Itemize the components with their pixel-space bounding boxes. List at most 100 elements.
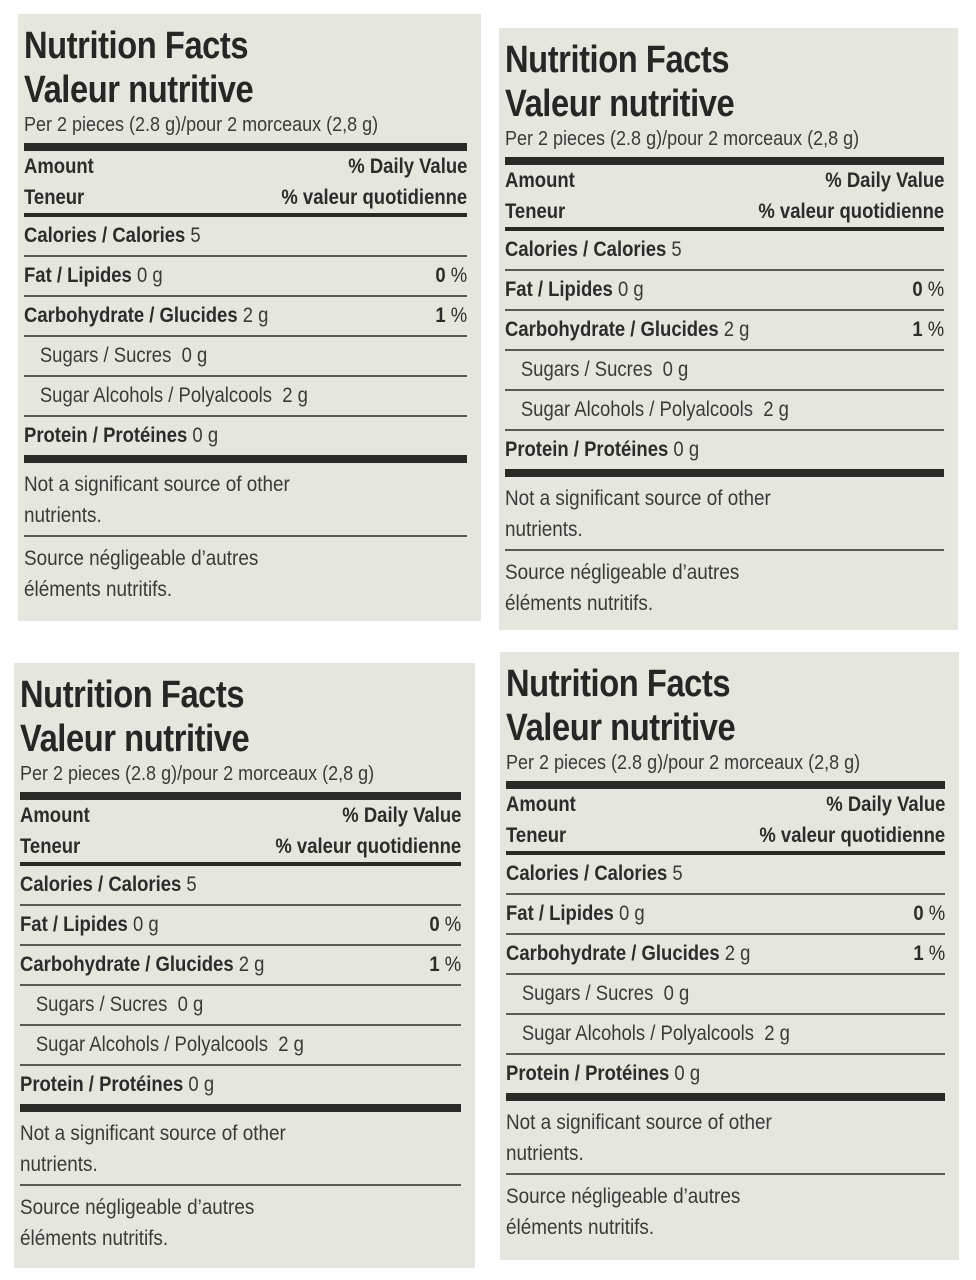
valeur-quotidienne-label: % valeur quotidienne bbox=[275, 835, 461, 858]
note-french-line-2: éléments nutritifs. bbox=[506, 1216, 655, 1239]
divider-thin bbox=[24, 535, 467, 537]
note-french: Source négligeable d’autres éléments nut… bbox=[505, 551, 944, 623]
valeur-quotidienne-label: % valeur quotidienne bbox=[758, 200, 944, 223]
fat-label: Fat / Lipides bbox=[505, 278, 613, 301]
sugars-row: Sugars / Sucres 0 g bbox=[20, 986, 461, 1024]
carbohydrate-value: 2 g bbox=[724, 942, 751, 965]
divider-thick bbox=[505, 157, 944, 165]
fat-value: 0 g bbox=[132, 913, 159, 936]
divider-thick bbox=[20, 1104, 461, 1112]
fat-percent: 0 bbox=[913, 902, 924, 925]
sugar-alcohols-row: Sugar Alcohols / Polyalcools 2 g bbox=[24, 377, 467, 415]
sugar-alcohols-value: 2 g bbox=[282, 384, 308, 407]
serving-size: Per 2 pieces (2.8 g)/pour 2 morceaux (2,… bbox=[20, 763, 375, 785]
fat-percent: 0 bbox=[429, 913, 440, 936]
valeur-quotidienne-label: % valeur quotidienne bbox=[759, 824, 945, 847]
title-english: Nutrition Facts bbox=[24, 25, 249, 67]
sugar-alcohols-row: Sugar Alcohols / Polyalcools 2 g bbox=[505, 391, 944, 429]
calories-value: 5 bbox=[671, 238, 682, 261]
sugars-row: Sugars / Sucres 0 g bbox=[505, 351, 944, 389]
daily-value-label: % Daily Value bbox=[824, 169, 944, 192]
carbohydrate-label: Carbohydrate / Glucides bbox=[505, 318, 719, 341]
divider-thin bbox=[505, 349, 944, 351]
divider-thin bbox=[506, 1173, 945, 1175]
title-english: Nutrition Facts bbox=[506, 663, 731, 705]
note-english-line-2: nutrients. bbox=[506, 1142, 584, 1165]
note-french-line-2: éléments nutritifs. bbox=[24, 578, 173, 601]
divider-thin bbox=[20, 944, 461, 946]
calories-label: Calories / Calories bbox=[506, 862, 668, 885]
teneur-label: Teneur bbox=[506, 824, 567, 847]
note-english: Not a significant source of other nutrie… bbox=[506, 1101, 945, 1173]
sugars-row: Sugars / Sucres 0 g bbox=[506, 975, 945, 1013]
nutrition-facts-panel-bottom-left: Nutrition Facts Valeur nutritive Per 2 p… bbox=[14, 663, 475, 1268]
sugars-label: Sugars / Sucres bbox=[521, 982, 654, 1005]
fat-row: Fat / Lipides 0 g 0 % bbox=[505, 271, 944, 309]
divider-thin bbox=[24, 335, 467, 337]
divider-thin bbox=[506, 973, 945, 975]
nutrition-facts-panel-top-left: Nutrition Facts Valeur nutritive Per 2 p… bbox=[18, 14, 481, 621]
carbohydrate-percent: 1 bbox=[912, 318, 923, 341]
title-english: Nutrition Facts bbox=[20, 674, 245, 716]
note-english-line-1: Not a significant source of other bbox=[506, 1111, 772, 1134]
percent-sign: % bbox=[928, 942, 945, 965]
percent-sign: % bbox=[927, 278, 944, 301]
divider-thick bbox=[506, 781, 945, 789]
header-row-french: Teneur % valeur quotidienne bbox=[20, 831, 461, 862]
calories-value: 5 bbox=[672, 862, 683, 885]
divider-thin bbox=[20, 1024, 461, 1026]
header-row-english: Amount % Daily Value bbox=[20, 800, 461, 831]
percent-sign: % bbox=[444, 913, 461, 936]
header-row-french: Teneur % valeur quotidienne bbox=[506, 820, 945, 851]
serving-size: Per 2 pieces (2.8 g)/pour 2 morceaux (2,… bbox=[505, 128, 860, 150]
note-english: Not a significant source of other nutrie… bbox=[24, 463, 467, 535]
percent-sign: % bbox=[444, 953, 461, 976]
title-french: Valeur nutritive bbox=[506, 707, 736, 749]
divider-thin bbox=[506, 933, 945, 935]
fat-percent: 0 bbox=[435, 264, 446, 287]
sugars-row: Sugars / Sucres 0 g bbox=[24, 337, 467, 375]
protein-value: 0 g bbox=[192, 424, 219, 447]
fat-row: Fat / Lipides 0 g 0 % bbox=[20, 906, 461, 944]
note-english-line-2: nutrients. bbox=[24, 504, 102, 527]
fat-value: 0 g bbox=[136, 264, 163, 287]
note-english: Not a significant source of other nutrie… bbox=[20, 1112, 461, 1184]
carbohydrate-percent: 1 bbox=[429, 953, 440, 976]
carbohydrate-value: 2 g bbox=[238, 953, 265, 976]
title-french: Valeur nutritive bbox=[24, 69, 254, 111]
carbohydrate-row: Carbohydrate / Glucides 2 g 1 % bbox=[506, 935, 945, 973]
protein-row: Protein / Protéines 0 g bbox=[20, 1066, 461, 1104]
divider-thin bbox=[24, 295, 467, 297]
header-row-english: Amount % Daily Value bbox=[506, 789, 945, 820]
serving-size: Per 2 pieces (2.8 g)/pour 2 morceaux (2,… bbox=[24, 114, 379, 136]
divider-thick bbox=[24, 455, 467, 463]
divider-thin bbox=[505, 309, 944, 311]
daily-value-label: % Daily Value bbox=[825, 793, 945, 816]
protein-label: Protein / Protéines bbox=[506, 1062, 670, 1085]
protein-label: Protein / Protéines bbox=[24, 424, 188, 447]
sugars-label: Sugars / Sucres bbox=[35, 993, 168, 1016]
divider-thin bbox=[505, 269, 944, 271]
fat-label: Fat / Lipides bbox=[24, 264, 132, 287]
protein-row: Protein / Protéines 0 g bbox=[505, 431, 944, 469]
carbohydrate-percent: 1 bbox=[913, 942, 924, 965]
note-french: Source négligeable d’autres éléments nut… bbox=[506, 1175, 945, 1247]
carbohydrate-value: 2 g bbox=[723, 318, 750, 341]
note-french-line-1: Source négligeable d’autres bbox=[505, 561, 740, 584]
divider-thin bbox=[20, 904, 461, 906]
sugar-alcohols-row: Sugar Alcohols / Polyalcools 2 g bbox=[20, 1026, 461, 1064]
divider-thin bbox=[506, 1053, 945, 1055]
fat-label: Fat / Lipides bbox=[20, 913, 128, 936]
divider-thin bbox=[24, 255, 467, 257]
divider-medium bbox=[505, 227, 944, 231]
fat-percent: 0 bbox=[912, 278, 923, 301]
note-english-line-2: nutrients. bbox=[20, 1153, 98, 1176]
divider-thin bbox=[505, 429, 944, 431]
sugar-alcohols-row: Sugar Alcohols / Polyalcools 2 g bbox=[506, 1015, 945, 1053]
divider-thin bbox=[24, 375, 467, 377]
header-row-english: Amount % Daily Value bbox=[505, 165, 944, 196]
nutrition-facts-panel-bottom-right: Nutrition Facts Valeur nutritive Per 2 p… bbox=[500, 652, 959, 1260]
protein-label: Protein / Protéines bbox=[505, 438, 669, 461]
divider-thick bbox=[506, 1093, 945, 1101]
teneur-label: Teneur bbox=[20, 835, 81, 858]
